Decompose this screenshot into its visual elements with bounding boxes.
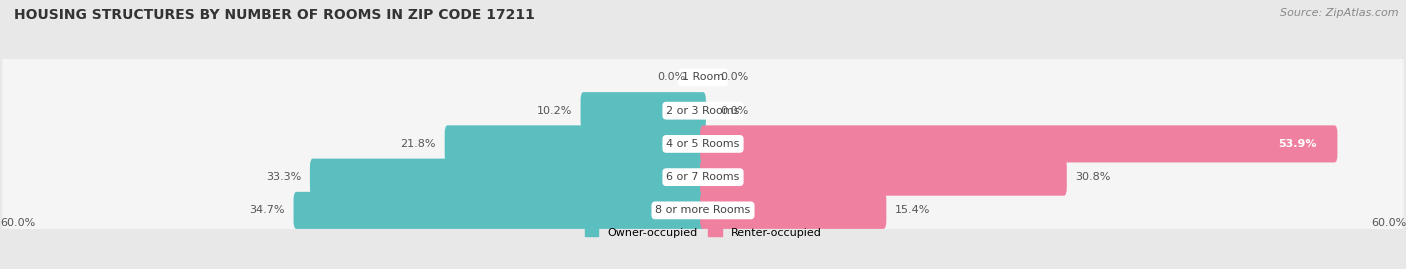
Text: 60.0%: 60.0% <box>0 218 35 228</box>
Text: 60.0%: 60.0% <box>1371 218 1406 228</box>
FancyBboxPatch shape <box>294 192 706 229</box>
Text: 4 or 5 Rooms: 4 or 5 Rooms <box>666 139 740 149</box>
Text: 0.0%: 0.0% <box>657 72 686 83</box>
FancyBboxPatch shape <box>700 159 1067 196</box>
FancyBboxPatch shape <box>309 159 706 196</box>
Text: 15.4%: 15.4% <box>896 205 931 215</box>
Text: 53.9%: 53.9% <box>1278 139 1317 149</box>
FancyBboxPatch shape <box>581 92 706 129</box>
FancyBboxPatch shape <box>444 125 706 162</box>
Text: HOUSING STRUCTURES BY NUMBER OF ROOMS IN ZIP CODE 17211: HOUSING STRUCTURES BY NUMBER OF ROOMS IN… <box>14 8 534 22</box>
FancyBboxPatch shape <box>3 120 1403 168</box>
FancyBboxPatch shape <box>3 187 1403 234</box>
Text: 34.7%: 34.7% <box>249 205 284 215</box>
Text: 0.0%: 0.0% <box>721 72 749 83</box>
Text: 21.8%: 21.8% <box>401 139 436 149</box>
Text: 33.3%: 33.3% <box>266 172 301 182</box>
Text: Source: ZipAtlas.com: Source: ZipAtlas.com <box>1281 8 1399 18</box>
FancyBboxPatch shape <box>700 192 886 229</box>
Text: 8 or more Rooms: 8 or more Rooms <box>655 205 751 215</box>
Text: 0.0%: 0.0% <box>721 106 749 116</box>
FancyBboxPatch shape <box>700 125 1337 162</box>
Text: 6 or 7 Rooms: 6 or 7 Rooms <box>666 172 740 182</box>
Text: 2 or 3 Rooms: 2 or 3 Rooms <box>666 106 740 116</box>
Text: 30.8%: 30.8% <box>1076 172 1111 182</box>
Legend: Owner-occupied, Renter-occupied: Owner-occupied, Renter-occupied <box>581 223 825 242</box>
FancyBboxPatch shape <box>3 154 1403 201</box>
Text: 1 Room: 1 Room <box>682 72 724 83</box>
FancyBboxPatch shape <box>3 54 1403 101</box>
FancyBboxPatch shape <box>3 87 1403 134</box>
Text: 10.2%: 10.2% <box>537 106 572 116</box>
